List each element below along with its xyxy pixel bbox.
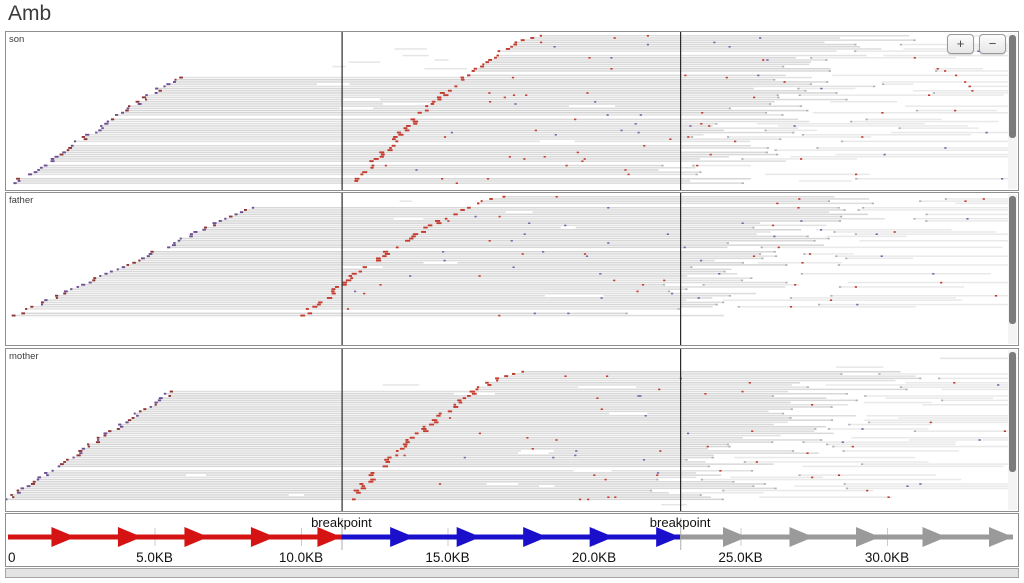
zoom-in-button[interactable]: + [947, 34, 974, 54]
axis-tick-label: 5.0KB [136, 550, 173, 565]
segment-red-arrowhead [317, 527, 342, 547]
breakpoint-label: breakpoint [311, 515, 372, 530]
axis-tick-label: 25.0KB [718, 550, 762, 565]
scrollbar-thumb[interactable] [1009, 35, 1016, 138]
segment-blue-arrowhead [656, 527, 681, 547]
reads-layer [6, 357, 1018, 506]
segment-red-arrowhead [117, 527, 142, 547]
segment-red-arrowhead [184, 527, 209, 547]
segment-gray-arrowhead [722, 527, 747, 547]
segment-blue-arrowhead [456, 527, 481, 547]
axis-tick-label: 0 [8, 550, 16, 565]
reads-canvas-mother [6, 349, 1018, 511]
segment-blue-arrowhead [390, 527, 415, 547]
breakpoint-line [680, 193, 682, 345]
vertical-scrollbar[interactable] [1008, 194, 1017, 344]
track-panel-son[interactable]: son + − [5, 31, 1019, 191]
breakpoint-line [341, 193, 343, 345]
track-label-mother: mother [9, 351, 39, 362]
track-panel-father[interactable]: father [5, 192, 1019, 346]
segment-gray-arrowhead [855, 527, 880, 547]
breakpoint-line [680, 32, 682, 190]
segment-gray-arrowhead [988, 527, 1013, 547]
horizontal-scrollbar[interactable] [5, 568, 1019, 578]
reads-layer [13, 34, 1008, 185]
scrollbar-thumb[interactable] [1009, 352, 1016, 472]
segment-red-arrowhead [250, 527, 275, 547]
axis-tick-label: 10.0KB [279, 550, 323, 565]
reads-layer [11, 195, 1008, 317]
axis-tick-label: 15.0KB [425, 550, 469, 565]
vertical-scrollbar[interactable] [1008, 33, 1017, 189]
breakpoint-label: breakpoint [650, 515, 711, 530]
segment-red-arrowhead [51, 527, 76, 547]
vertical-scrollbar[interactable] [1008, 350, 1017, 510]
segment-gray-arrowhead [922, 527, 947, 547]
segment-blue-arrowhead [589, 527, 614, 547]
segment-blue-arrowhead [523, 527, 548, 547]
axis-tick-label: 30.0KB [865, 550, 909, 565]
reads-canvas-father [11, 193, 1008, 345]
zoom-controls: + − [947, 34, 1006, 54]
track-label-father: father [9, 195, 34, 206]
axis-tick-label: 20.0KB [572, 550, 616, 565]
genome-axis: 0 5.0KB 10.0KB 15.0KB 20.0KB 25.0KB 30.0KB brea… [8, 515, 1013, 565]
track-panel-mother[interactable]: mother [5, 348, 1019, 512]
breakpoint-line [341, 32, 343, 190]
page-title: Amb [8, 2, 52, 25]
breakpoint-line [680, 349, 682, 511]
segment-gray-arrowhead [789, 527, 814, 547]
zoom-out-button[interactable]: − [979, 34, 1006, 54]
genome-axis-panel: 0 5.0KB 10.0KB 15.0KB 20.0KB 25.0KB 30.0KB brea… [5, 513, 1019, 567]
scrollbar-thumb[interactable] [1009, 196, 1016, 324]
track-label-son: son [9, 34, 25, 45]
reads-canvas-son [13, 32, 1008, 190]
breakpoint-line [341, 349, 343, 511]
